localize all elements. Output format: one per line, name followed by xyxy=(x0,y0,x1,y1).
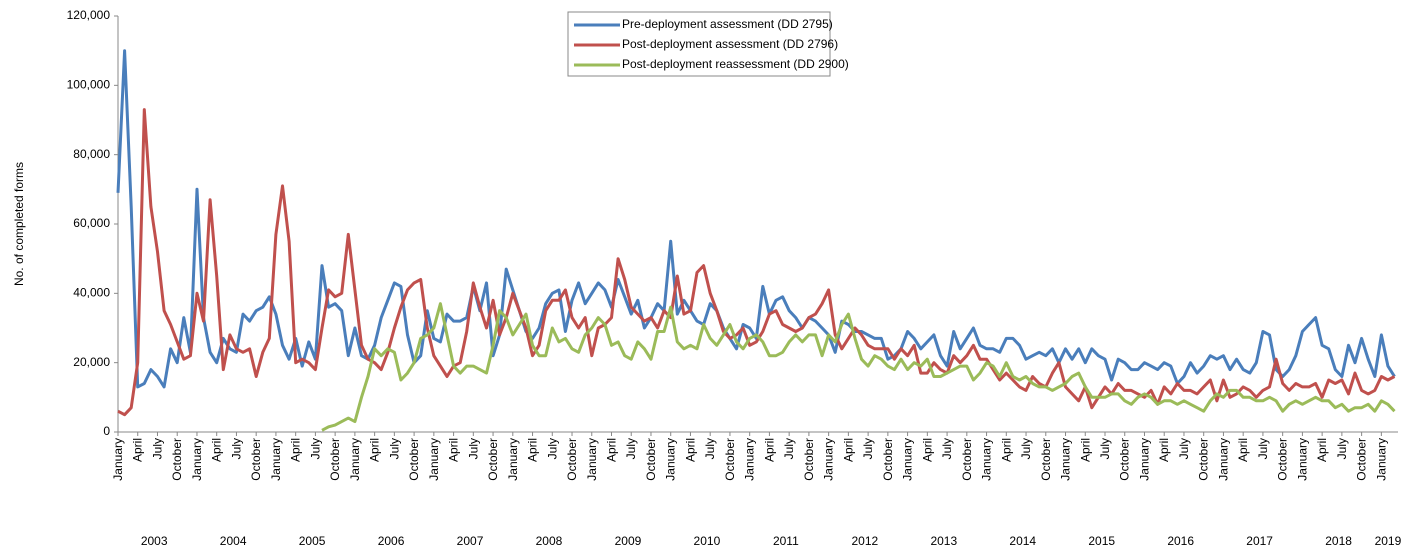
x-tick-label: January xyxy=(111,438,125,481)
y-tick-label: 120,000 xyxy=(67,8,111,22)
x-tick-label: April xyxy=(210,438,224,462)
x-tick-label: January xyxy=(980,438,994,481)
x-tick-label: October xyxy=(960,438,974,481)
x-tick-label: October xyxy=(1197,438,1211,481)
x-tick-label: April xyxy=(920,438,934,462)
y-tick-label: 80,000 xyxy=(73,147,110,161)
x-tick-label: October xyxy=(328,438,342,481)
x-tick-label: April xyxy=(1236,438,1250,462)
year-label: 2010 xyxy=(694,534,721,548)
x-tick-label: April xyxy=(131,438,145,462)
x-tick-label: April xyxy=(841,438,855,462)
x-tick-label: July xyxy=(1098,438,1112,459)
legend-label: Pre-deployment assessment (DD 2795) xyxy=(622,17,833,31)
x-tick-label: January xyxy=(1216,438,1230,481)
x-tick-label: April xyxy=(1078,438,1092,462)
x-tick-label: January xyxy=(348,438,362,481)
year-label: 2009 xyxy=(615,534,642,548)
year-label: 2017 xyxy=(1246,534,1273,548)
x-tick-label: April xyxy=(999,438,1013,462)
x-tick-label: October xyxy=(565,438,579,481)
x-tick-label: July xyxy=(782,438,796,459)
x-tick-label: July xyxy=(1256,438,1270,459)
x-tick-label: January xyxy=(506,438,520,481)
x-tick-label: April xyxy=(762,438,776,462)
y-tick-label: 100,000 xyxy=(67,78,111,92)
x-tick-label: July xyxy=(308,438,322,459)
year-label: 2007 xyxy=(457,534,484,548)
x-tick-label: January xyxy=(585,438,599,481)
x-tick-label: January xyxy=(664,438,678,481)
x-tick-label: October xyxy=(1039,438,1053,481)
x-tick-label: July xyxy=(545,438,559,459)
year-label: 2012 xyxy=(851,534,878,548)
y-tick-label: 0 xyxy=(103,424,110,438)
series-line xyxy=(116,49,1396,389)
year-label: 2004 xyxy=(220,534,247,548)
year-label: 2008 xyxy=(536,534,563,548)
x-tick-label: April xyxy=(368,438,382,462)
x-tick-label: October xyxy=(407,438,421,481)
x-tick-label: January xyxy=(1137,438,1151,481)
x-tick-label: January xyxy=(269,438,283,481)
x-tick-label: October xyxy=(1118,438,1132,481)
x-tick-label: October xyxy=(486,438,500,481)
y-axis-title: No. of completed forms xyxy=(12,162,26,286)
x-tick-label: October xyxy=(1355,438,1369,481)
y-tick-label: 60,000 xyxy=(73,216,110,230)
year-label: 2015 xyxy=(1088,534,1115,548)
x-tick-label: January xyxy=(1059,438,1073,481)
y-tick-label: 20,000 xyxy=(73,355,110,369)
x-tick-label: January xyxy=(901,438,915,481)
x-tick-label: January xyxy=(743,438,757,481)
x-tick-label: July xyxy=(1177,438,1191,459)
series-line xyxy=(117,108,1396,417)
x-tick-label: January xyxy=(1374,438,1388,481)
x-tick-label: October xyxy=(1276,438,1290,481)
x-tick-label: October xyxy=(644,438,658,481)
x-tick-label: April xyxy=(1315,438,1329,462)
x-tick-label: July xyxy=(624,438,638,459)
x-tick-label: April xyxy=(683,438,697,462)
series-line xyxy=(321,302,1396,432)
x-tick-label: April xyxy=(1157,438,1171,462)
year-label: 2005 xyxy=(299,534,326,548)
x-tick-label: October xyxy=(723,438,737,481)
year-label: 2014 xyxy=(1009,534,1036,548)
x-tick-label: October xyxy=(249,438,263,481)
x-tick-label: January xyxy=(822,438,836,481)
legend-label: Post-deployment assessment (DD 2796) xyxy=(622,37,838,51)
x-tick-label: July xyxy=(1019,438,1033,459)
year-label: 2003 xyxy=(141,534,168,548)
x-tick-label: July xyxy=(940,438,954,459)
x-tick-label: July xyxy=(1335,438,1349,459)
x-tick-label: January xyxy=(427,438,441,481)
legend-label: Post-deployment reassessment (DD 2900) xyxy=(622,57,849,71)
x-tick-label: April xyxy=(447,438,461,462)
year-label: 2018 xyxy=(1325,534,1352,548)
x-tick-label: October xyxy=(170,438,184,481)
x-tick-label: October xyxy=(802,438,816,481)
y-tick-label: 40,000 xyxy=(73,286,110,300)
x-tick-label: April xyxy=(605,438,619,462)
x-tick-label: July xyxy=(229,438,243,459)
year-label: 2016 xyxy=(1167,534,1194,548)
x-tick-label: April xyxy=(289,438,303,462)
year-label: 2013 xyxy=(930,534,957,548)
x-tick-label: July xyxy=(703,438,717,459)
x-tick-label: January xyxy=(1295,438,1309,481)
x-tick-label: April xyxy=(526,438,540,462)
x-tick-label: July xyxy=(861,438,875,459)
x-tick-label: July xyxy=(466,438,480,459)
year-label: 2006 xyxy=(378,534,405,548)
x-tick-label: October xyxy=(881,438,895,481)
year-label: 2011 xyxy=(773,534,799,548)
x-tick-label: January xyxy=(190,438,204,481)
year-label: 2019 xyxy=(1375,534,1402,548)
x-tick-label: July xyxy=(387,438,401,459)
x-tick-label: July xyxy=(150,438,164,459)
